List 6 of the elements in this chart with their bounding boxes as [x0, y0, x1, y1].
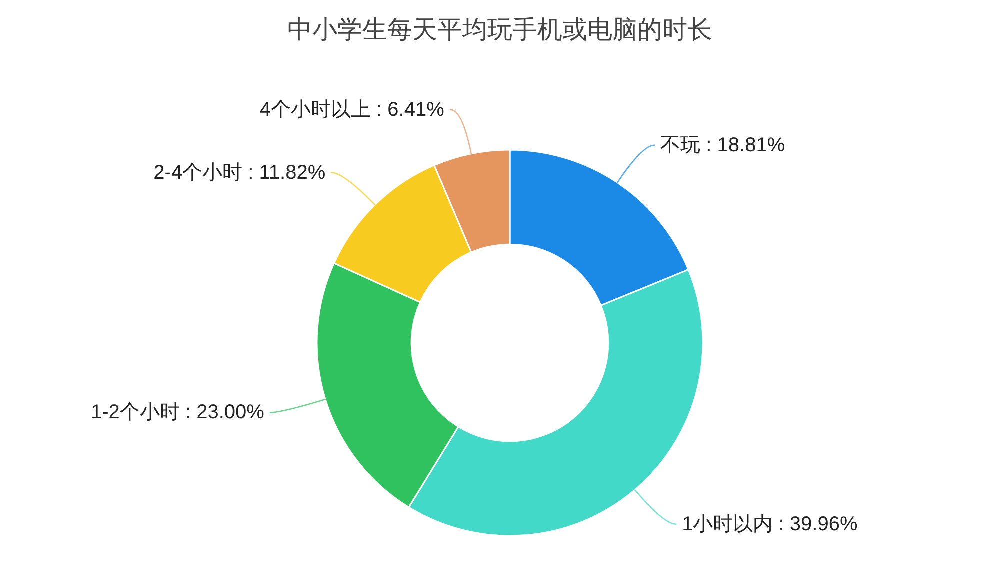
label: 1-2个小时 : 23.00%	[91, 402, 264, 424]
label: 1小时以内 : 39.96%	[682, 513, 858, 536]
label: 不玩 : 18.81%	[660, 134, 786, 156]
title: 中小学生每天平均玩手机或电脑的时长	[288, 16, 712, 44]
label: 2-4个小时 : 11.82%	[154, 162, 326, 184]
label: 4个小时以上 : 6.41%	[260, 98, 444, 121]
